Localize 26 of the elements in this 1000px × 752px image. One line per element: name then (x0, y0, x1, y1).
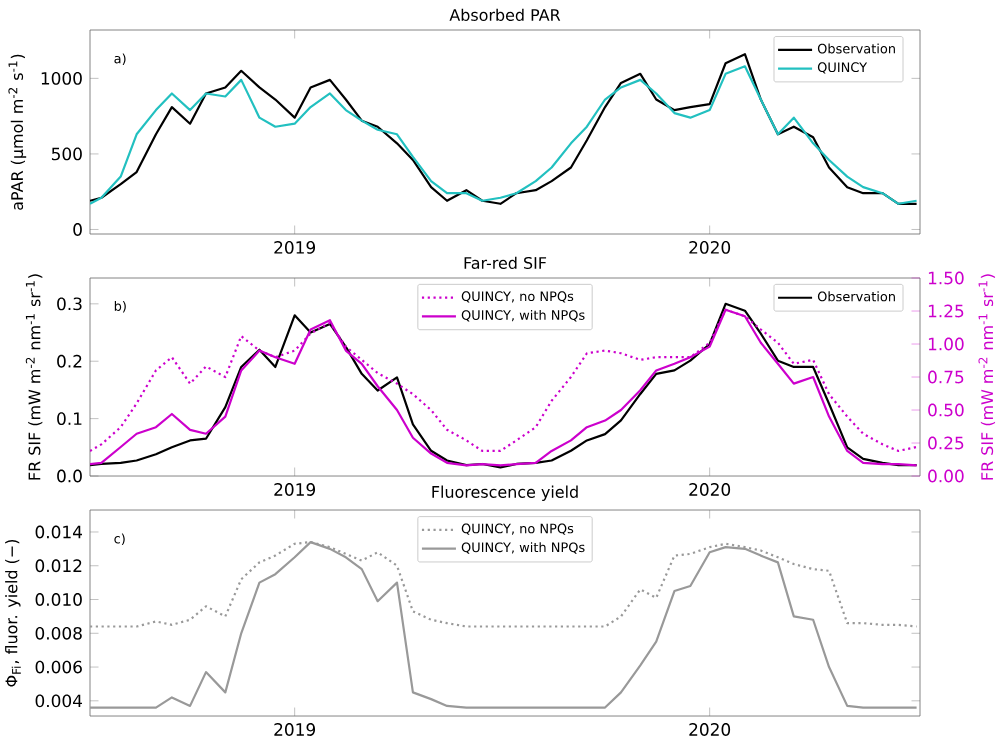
y-tick-label: 0.1 (57, 412, 82, 426)
x-tick-label: 2019 (274, 483, 316, 496)
x-tick-label: 2020 (689, 241, 731, 254)
y-tick-label: 0.0 (57, 469, 82, 483)
x-tick-label: 2019 (274, 241, 316, 254)
y-tick-label: 0.006 (35, 660, 82, 674)
x-tick-label: 2020 (689, 483, 731, 496)
x-tick-label: 2019 (274, 723, 316, 736)
y2-tick-label: 0.25 (928, 436, 964, 450)
y-tick-label: 1000 (41, 71, 82, 85)
y2-tick-label: 0.75 (928, 370, 964, 384)
y2-tick-label: 1.50 (928, 271, 964, 285)
y-tick-label: 0 (73, 223, 82, 236)
y-tick-label: 0.010 (35, 593, 82, 606)
y2-tick-label: 1.25 (928, 304, 964, 318)
y-tick-label: 0.2 (57, 354, 82, 368)
y2-tick-label: 1.00 (928, 337, 964, 351)
y-tick-label: 500 (51, 147, 82, 161)
y-tick-label: 0.012 (35, 559, 82, 573)
y-tick-label: 0.004 (35, 694, 82, 708)
x-tick-label: 2020 (689, 723, 731, 736)
y2-tick-label: 0.00 (928, 469, 964, 483)
y-tick-label: 0.008 (35, 626, 82, 640)
y-tick-label: 0.3 (57, 297, 82, 311)
y2-tick-label: 0.50 (928, 403, 964, 417)
y-tick-label: 0.014 (35, 525, 82, 539)
